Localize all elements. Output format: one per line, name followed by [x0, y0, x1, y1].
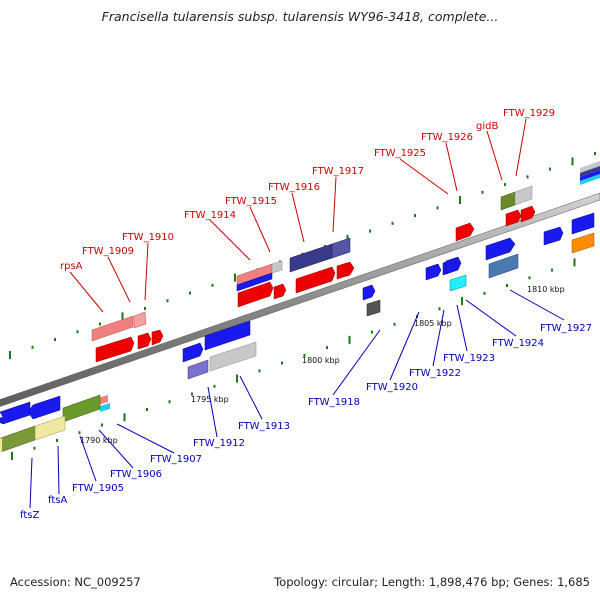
gene-ftw1912[interactable]	[187, 359, 209, 380]
gene-red-4[interactable]	[237, 281, 274, 308]
gene-blue-r3[interactable]	[445, 256, 462, 275]
leader-lines-top	[69, 118, 527, 313]
gene-blue-m2[interactable]	[204, 320, 251, 351]
label-ftw1915[interactable]: FTW_1915	[225, 196, 277, 207]
gene-blue-strip[interactable]	[236, 272, 273, 292]
leader-lines-bottom	[29, 289, 565, 509]
label-ftw1912[interactable]: FTW_1912	[193, 438, 245, 449]
gene-ftw1927[interactable]	[571, 212, 595, 235]
label-ftw1909[interactable]: FTW_1909	[82, 246, 134, 257]
gene-ftw1924[interactable]	[488, 253, 519, 279]
gene-edge-1[interactable]	[580, 161, 600, 173]
label-ftw1926[interactable]: FTW_1926	[421, 132, 473, 143]
gene-red-9[interactable]	[520, 205, 536, 223]
gene-red-8[interactable]	[505, 209, 522, 227]
gene-left-pink[interactable]	[98, 395, 108, 405]
label-ftw1922[interactable]: FTW_1922	[409, 368, 461, 379]
gene-edge-4[interactable]	[580, 174, 600, 185]
gene-blue-m3[interactable]	[362, 284, 376, 301]
gene-left-cyan[interactable]	[100, 403, 110, 412]
gene-red-7[interactable]	[336, 261, 355, 280]
gene-blue-l1[interactable]	[0, 401, 31, 425]
gene-edge-2[interactable]	[580, 166, 600, 177]
gene-ftsA[interactable]	[34, 415, 66, 441]
label-ftw1906[interactable]: FTW_1906	[110, 469, 162, 480]
gene-red-3[interactable]	[151, 329, 164, 346]
accession-text: Accession: NC_009257	[10, 575, 141, 589]
gene-ftw1925[interactable]	[455, 222, 475, 242]
gene-orange[interactable]	[571, 232, 595, 254]
gene-ftw1909-sub[interactable]	[133, 311, 147, 329]
ruler-label-1800: 1800 kbp	[302, 356, 340, 365]
gene-yellow-0[interactable]	[0, 438, 2, 454]
label-ftsZ[interactable]: ftsZ	[20, 510, 39, 521]
gene-blue-r1[interactable]	[425, 263, 442, 281]
label-ftsA[interactable]: ftsA	[48, 495, 67, 506]
label-ftw1913[interactable]: FTW_1913	[238, 421, 290, 432]
gene-ftw1913[interactable]	[209, 341, 257, 372]
gene-red-2[interactable]	[137, 332, 152, 350]
label-ftw1905[interactable]: FTW_1905	[72, 483, 124, 494]
topology-text: Topology: circular; Length: 1,898,476 bp…	[274, 575, 590, 589]
gene-blue-l2[interactable]	[27, 395, 61, 420]
gene-ftw1918[interactable]	[366, 299, 381, 317]
gene-ftw1915-grey[interactable]	[271, 260, 283, 274]
gene-ftw1924-blue[interactable]	[485, 237, 516, 261]
gene-olive-l[interactable]	[62, 394, 101, 423]
map-title: Francisella tularensis subsp. tularensis…	[101, 9, 499, 24]
label-ftw1914[interactable]: FTW_1914	[184, 210, 236, 221]
label-ftw1924[interactable]: FTW_1924	[492, 338, 544, 349]
genes-top	[91, 161, 600, 412]
gene-blue-r4[interactable]	[543, 226, 564, 246]
gene-red-1[interactable]	[95, 336, 135, 363]
label-ftw1916[interactable]: FTW_1916	[268, 182, 320, 193]
genes-bottom	[0, 212, 595, 454]
label-ftw1923[interactable]: FTW_1923	[443, 353, 495, 364]
ruler-ticks	[9, 152, 596, 460]
label-ftw1918[interactable]: FTW_1918	[308, 397, 360, 408]
gene-red-6[interactable]	[295, 266, 336, 294]
labels-bottom: ftsZ ftsA FTW_1905 FTW_1906 FTW_1907 FTW…	[20, 323, 592, 521]
gene-edge-3[interactable]	[580, 170, 600, 181]
labels-top: rpsA FTW_1909 FTW_1910 FTW_1914 FTW_1915…	[60, 108, 555, 272]
label-ftw1920[interactable]: FTW_1920	[366, 382, 418, 393]
gene-ftw1917[interactable]	[331, 237, 351, 259]
ruler-label-1810: 1810 kbp	[527, 285, 565, 294]
label-ftw1927[interactable]: FTW_1927	[540, 323, 592, 334]
gene-ftw1923[interactable]	[449, 274, 467, 292]
label-ftw1907[interactable]: FTW_1907	[150, 454, 202, 465]
gene-ftw1929[interactable]	[514, 185, 533, 206]
label-rpsA[interactable]: rpsA	[60, 261, 83, 272]
genome-backbone	[0, 192, 600, 407]
label-ftw1917[interactable]: FTW_1917	[312, 166, 364, 177]
label-ftw1910[interactable]: FTW_1910	[122, 232, 174, 243]
label-gidB[interactable]: gidB	[476, 121, 498, 132]
gene-blue-m1[interactable]	[182, 342, 204, 363]
gene-red-5[interactable]	[273, 283, 287, 300]
gene-rpsA[interactable]	[91, 315, 134, 342]
gene-gidB[interactable]	[500, 191, 516, 211]
ruler-label-1790: 1790 kbp	[80, 436, 118, 445]
ruler-label-1805: 1805 kbp	[414, 319, 452, 328]
gene-ftw1916[interactable]	[289, 243, 333, 273]
gene-ftsZ[interactable]	[0, 425, 36, 454]
label-ftw1925[interactable]: FTW_1925	[374, 148, 426, 159]
label-ftw1929[interactable]: FTW_1929	[503, 108, 555, 119]
